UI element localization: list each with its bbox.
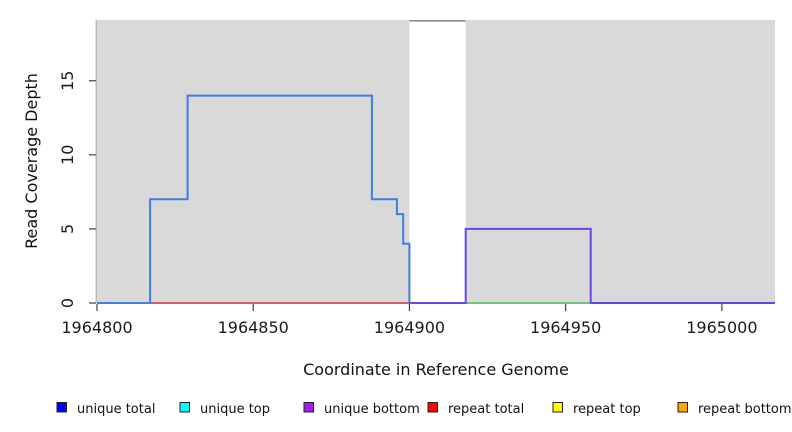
legend-label: unique total (77, 402, 155, 417)
legend-label: unique bottom (324, 402, 420, 417)
series-line-unique-total (97, 94, 411, 304)
legend-swatch-repeat-bottom (677, 402, 688, 413)
y-tick-label: 0 (58, 298, 77, 308)
legend: unique total unique top unique bottom repea… (56, 402, 792, 417)
y-axis-title: Read Coverage Depth (22, 73, 41, 249)
shaded-region (465, 20, 775, 303)
y-tick-label: 5 (58, 224, 77, 234)
legend-swatch-unique-top (179, 402, 190, 413)
legend-swatch-repeat-top (552, 402, 563, 413)
legend-swatch-unique-bottom (303, 402, 314, 413)
y-tick-label: 15 (58, 71, 77, 91)
x-tick-label: 1964800 (61, 318, 132, 337)
legend-swatch-unique-total (56, 402, 67, 413)
legend-label: unique top (200, 402, 270, 417)
x-tick-label: 1965000 (686, 318, 757, 337)
x-tick-label: 1964950 (530, 318, 601, 337)
y-tick-label: 10 (58, 145, 77, 165)
x-tick-label: 1964850 (218, 318, 289, 337)
plot-layer: 1964800 1964850 1964900 1964950 1965000 0 5 10 1… (58, 19, 775, 337)
legend-label: repeat total (448, 402, 524, 417)
legend-swatch-repeat-total (427, 402, 438, 413)
legend-label: repeat bottom (698, 402, 792, 417)
shaded-region (97, 20, 410, 303)
x-tick-label: 1964900 (374, 318, 445, 337)
legend-label: repeat top (573, 402, 641, 417)
series-line-unique-bottom (409, 227, 775, 304)
x-axis-title: Coordinate in Reference Genome (303, 360, 569, 379)
